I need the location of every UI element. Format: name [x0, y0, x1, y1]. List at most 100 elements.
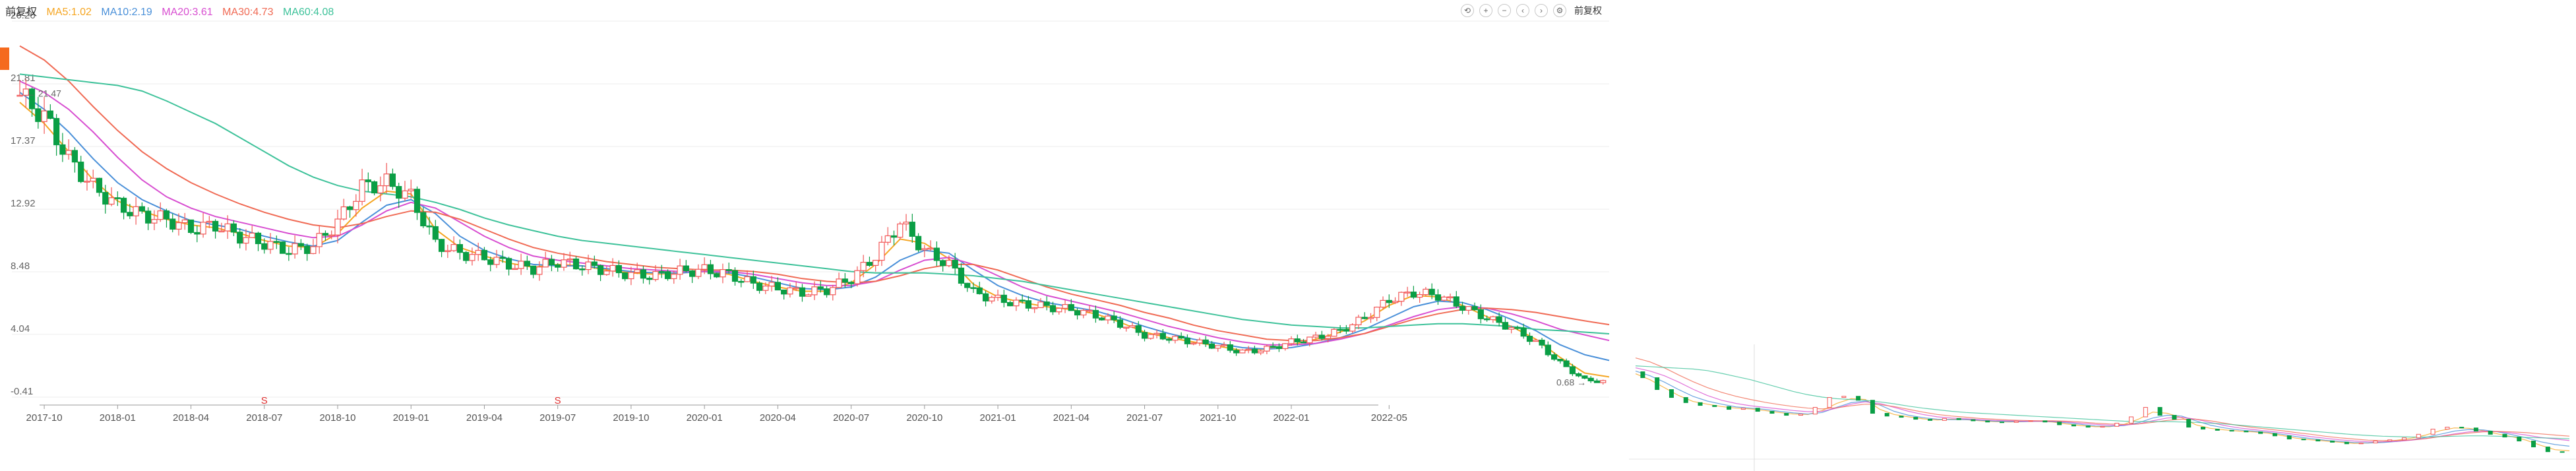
- candle-body: [781, 289, 787, 295]
- candle-body: [567, 258, 573, 261]
- candle-body: [1031, 307, 1038, 309]
- candle-body: [28, 88, 36, 110]
- legend-ma20: MA20:3.61: [162, 7, 213, 18]
- y-tick-label: 4.04: [11, 323, 30, 334]
- candle-body: [1576, 373, 1582, 377]
- candle-body: [1398, 292, 1405, 302]
- candle-body: [169, 218, 176, 230]
- candle-body: [1099, 317, 1105, 321]
- candle-body: [1423, 288, 1429, 296]
- candle-body: [903, 222, 909, 225]
- chart-toolbar: ⟲ + − ‹ › ⚙ 前复权: [1461, 4, 1602, 17]
- candle-body: [346, 206, 353, 210]
- candle-body: [561, 259, 567, 268]
- zoom-in-icon[interactable]: +: [1479, 4, 1492, 17]
- x-tick-label: 2021-07: [1126, 412, 1163, 424]
- candle-body: [359, 179, 365, 202]
- candle-body: [1410, 292, 1417, 298]
- x-tick-label: 2018-10: [319, 412, 355, 424]
- candle-body: [1367, 317, 1374, 319]
- mini-candle: [2373, 441, 2378, 444]
- candle-body: [1306, 336, 1313, 344]
- mini-candle: [1827, 397, 1832, 408]
- candle-body: [1557, 359, 1564, 361]
- mini-preview-chart: [1629, 344, 2576, 471]
- candle-body: [873, 259, 879, 266]
- candle-body: [921, 248, 928, 251]
- mini-candle: [1798, 414, 1804, 416]
- zoom-out-icon[interactable]: −: [1498, 4, 1511, 17]
- candle-body: [1227, 344, 1233, 351]
- candle-body: [1380, 299, 1386, 308]
- candle-body: [823, 288, 830, 296]
- mini-candle: [1971, 419, 1976, 422]
- candle-body: [1275, 346, 1283, 350]
- candle-body: [1349, 324, 1356, 332]
- candle-body: [897, 223, 904, 238]
- candle-body: [793, 287, 799, 290]
- candle-body: [518, 261, 524, 269]
- candle-body: [689, 270, 696, 277]
- candle-body: [634, 269, 640, 273]
- candle-body: [1526, 336, 1533, 342]
- next-icon[interactable]: ›: [1535, 4, 1548, 17]
- mini-candle: [2258, 431, 2263, 434]
- candle-body: [1404, 292, 1411, 294]
- candle-body: [383, 173, 390, 187]
- settings-icon[interactable]: ⚙: [1553, 4, 1566, 17]
- candle-body: [249, 232, 255, 238]
- candle-body: [658, 270, 665, 273]
- candle-body: [243, 237, 249, 244]
- candle-body: [1447, 296, 1454, 299]
- candle-body: [138, 206, 145, 212]
- candle-body: [475, 249, 481, 255]
- candle-body: [1049, 305, 1057, 313]
- candle-body: [579, 268, 586, 270]
- candle-body: [108, 197, 115, 205]
- candle-body: [1459, 305, 1466, 311]
- candle-body: [1196, 339, 1203, 344]
- mini-candle: [2387, 439, 2393, 442]
- mini-candle: [1928, 419, 1933, 421]
- candle-body: [646, 278, 653, 280]
- mini-candle: [1655, 377, 1660, 391]
- candle-body: [1361, 317, 1368, 319]
- candle-body: [799, 287, 806, 297]
- candle-body: [1037, 301, 1044, 308]
- x-tick-label: 2018-07: [246, 412, 282, 424]
- candle-body: [940, 260, 946, 267]
- candle-body: [671, 274, 677, 280]
- candle-body: [933, 247, 940, 261]
- candle-body: [848, 282, 855, 284]
- candle-body: [995, 294, 1001, 298]
- candle-body: [1202, 339, 1209, 344]
- y-tick-label: -0.41: [11, 386, 33, 397]
- adjust-mode-button[interactable]: 前复权: [1574, 5, 1602, 16]
- candle-body: [1117, 319, 1124, 328]
- candle-body: [1007, 301, 1014, 307]
- candle-body: [524, 261, 530, 267]
- candle-body: [456, 244, 463, 253]
- candle-body: [53, 117, 60, 146]
- refresh-icon[interactable]: ⟲: [1461, 4, 1474, 17]
- candle-body: [420, 212, 427, 227]
- mini-candle: [1712, 405, 1717, 407]
- candle-body: [615, 265, 622, 274]
- mini-candle: [2502, 433, 2507, 438]
- mini-candle: [1669, 389, 1674, 398]
- legend-ma5: MA5:1.02: [46, 7, 92, 18]
- candle-body: [946, 259, 952, 267]
- candle-body: [41, 110, 47, 122]
- candle-body: [389, 173, 396, 187]
- candle-body: [1264, 346, 1270, 352]
- mini-candle: [2172, 415, 2177, 420]
- candle-body: [1374, 306, 1380, 318]
- candle-body: [445, 250, 451, 253]
- candle-body: [1471, 306, 1478, 311]
- prev-icon[interactable]: ‹: [1516, 4, 1529, 17]
- candle-body: [261, 243, 268, 250]
- x-tick-label: 2022-01: [1273, 412, 1309, 424]
- candle-body: [530, 265, 537, 275]
- candle-body: [1300, 341, 1307, 344]
